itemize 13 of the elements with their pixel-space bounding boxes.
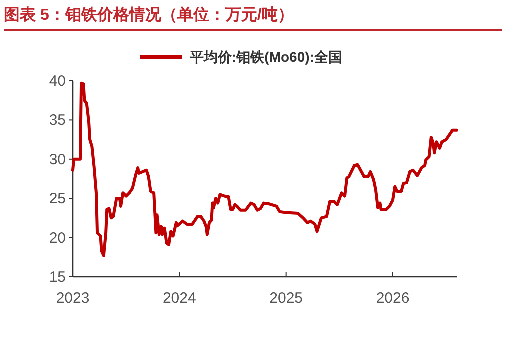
y-tick-label: 30 [49, 151, 66, 168]
x-tick-label: 2024 [162, 290, 196, 307]
x-tick-label: 2023 [56, 290, 90, 307]
y-tick-label: 20 [49, 230, 66, 247]
y-tick-label: 40 [49, 73, 66, 90]
chart-title: 图表 5：钼铁价格情况（单位：万元/吨） [4, 6, 294, 24]
line-series [72, 82, 458, 258]
x-tick-label: 2025 [270, 290, 304, 307]
legend-label: 平均价:钼铁(Mo60):全国 [189, 49, 342, 65]
y-tick-label: 25 [49, 190, 66, 208]
y-tick-label: 35 [49, 112, 66, 130]
x-tick-label: 2026 [376, 290, 410, 307]
y-tick-label: 15 [49, 269, 66, 286]
